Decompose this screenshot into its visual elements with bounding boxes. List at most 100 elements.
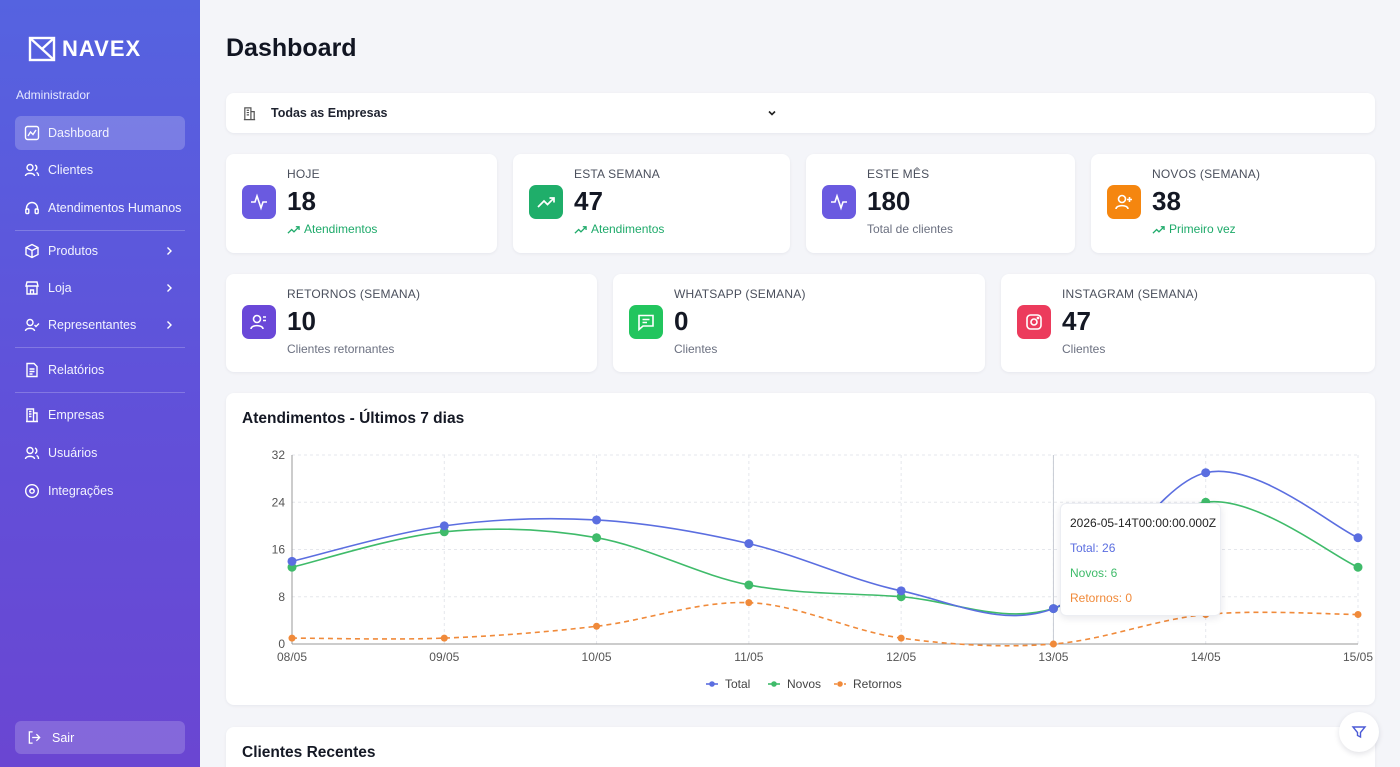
recent-clients-card: Clientes Recentes xyxy=(226,727,1375,767)
stat-icon-box xyxy=(242,185,276,219)
sidebar-item-representantes[interactable]: Representantes xyxy=(15,308,185,342)
stat-label: HOJE xyxy=(287,167,320,181)
instagram-icon xyxy=(1026,314,1042,330)
y-tick-label: 0 xyxy=(278,637,285,651)
sidebar-item-label: Integrações xyxy=(48,484,114,498)
trending-up-icon xyxy=(574,225,587,234)
stat-card-esta-semana: ESTA SEMANA 47 Atendimentos xyxy=(513,154,790,253)
data-point-total xyxy=(592,515,602,525)
stat-sub: Atendimentos xyxy=(574,222,664,236)
stat-label: ESTE MÊS xyxy=(867,167,930,181)
stat-card-retornos-semana: RETORNOS (SEMANA) 10 Clientes retornante… xyxy=(226,274,597,372)
x-tick-label: 14/05 xyxy=(1191,650,1221,664)
box-icon xyxy=(25,243,39,259)
stat-sub: Primeiro vez xyxy=(1152,222,1236,236)
sidebar-item-relatorios[interactable]: Relatórios xyxy=(15,353,185,387)
legend-swatch-dot xyxy=(837,681,843,687)
data-point-retornos xyxy=(897,634,905,642)
headset-icon xyxy=(25,201,39,215)
message-icon xyxy=(638,314,654,332)
sidebar-item-label: Dashboard xyxy=(48,126,110,140)
users-icon xyxy=(250,314,266,330)
sidebar-item-produtos[interactable]: Produtos xyxy=(15,234,185,268)
legend-label: Retornos xyxy=(853,677,902,691)
logout-icon xyxy=(28,731,41,744)
logo-text: NAVEX xyxy=(62,36,142,61)
data-point-novos xyxy=(1353,562,1363,572)
sidebar-item-label: Relatórios xyxy=(48,363,105,377)
sidebar-item-integracoes[interactable]: Integrações xyxy=(15,474,185,508)
tooltip-date: 2026-05-14T00:00:00.000Z xyxy=(1070,516,1217,530)
stat-sub-text: Clientes retornantes xyxy=(287,342,395,356)
x-tick-label: 10/05 xyxy=(582,650,612,664)
stat-icon-box xyxy=(822,185,856,219)
sidebar-item-loja[interactable]: Loja xyxy=(15,271,185,305)
building-icon xyxy=(243,107,256,121)
sidebar-divider xyxy=(15,392,185,393)
data-point-total xyxy=(896,586,906,596)
sidebar-item-atendimentos-humanos[interactable]: Atendimentos Humanos xyxy=(15,191,185,225)
tooltip-retornos: Retornos: 0 xyxy=(1070,591,1133,605)
filter-icon xyxy=(1351,726,1367,739)
sidebar-item-clientes[interactable]: Clientes xyxy=(15,153,185,187)
activity-icon xyxy=(831,193,847,211)
user-check-icon xyxy=(24,318,40,332)
sidebar-item-label: Clientes xyxy=(48,163,94,177)
floating-action-button[interactable] xyxy=(1339,712,1379,752)
chevron-right-icon xyxy=(167,321,172,329)
stat-label: WHATSAPP (SEMANA) xyxy=(674,287,806,301)
stat-card-whatsapp-semana: WHATSAPP (SEMANA) 0 Clientes xyxy=(613,274,985,372)
navex-logo-icon xyxy=(28,36,56,62)
legend-swatch-dot xyxy=(709,681,715,687)
y-tick-label: 16 xyxy=(272,543,286,557)
store-icon xyxy=(25,281,39,295)
stat-value: 180 xyxy=(867,186,911,216)
company-filter-value: Todas as Empresas xyxy=(271,106,388,120)
sidebar: NAVEX Administrador Dashboard Clientes A… xyxy=(0,0,200,767)
stat-sub: Clientes retornantes xyxy=(287,342,394,356)
stat-value: 47 xyxy=(574,186,603,216)
stat-sub: Atendimentos xyxy=(287,222,377,236)
data-point-total xyxy=(439,521,449,531)
stat-value: 18 xyxy=(287,186,316,216)
chart-title: Atendimentos - Últimos 7 dias xyxy=(242,410,465,427)
chevron-right-icon xyxy=(167,247,172,255)
stat-card-hoje: HOJE 18 Atendimentos xyxy=(226,154,497,253)
stat-sub-text: Clientes xyxy=(674,342,718,356)
legend-label: Novos xyxy=(787,677,821,691)
stat-label: ESTA SEMANA xyxy=(574,167,661,181)
stat-label: NOVOS (SEMANA) xyxy=(1152,167,1261,181)
users-icon xyxy=(24,163,40,177)
logo[interactable]: NAVEX xyxy=(28,36,141,62)
stat-sub-text: Atendimentos xyxy=(304,222,378,236)
stat-value: 38 xyxy=(1152,186,1181,216)
x-tick-label: 12/05 xyxy=(886,650,916,664)
company-filter-select[interactable]: Todas as Empresas xyxy=(226,93,1375,133)
chart-tooltip: 2026-05-14T00:00:00.000Z Total: 26 Novos… xyxy=(1060,503,1221,616)
stat-label: INSTAGRAM (SEMANA) xyxy=(1062,287,1199,301)
x-tick-label: 11/05 xyxy=(734,650,763,664)
y-tick-label: 24 xyxy=(272,495,286,509)
recent-clients-title: Clientes Recentes xyxy=(242,744,376,761)
data-point-retornos xyxy=(1049,640,1057,648)
sidebar-item-label: Produtos xyxy=(48,244,99,258)
stat-icon-box xyxy=(529,185,563,219)
data-point-total xyxy=(1201,468,1211,478)
activity-icon xyxy=(251,193,267,211)
stat-icon-box xyxy=(1017,305,1051,339)
page-title: Dashboard xyxy=(226,34,357,62)
link-icon xyxy=(24,483,40,499)
logout-button[interactable]: Sair xyxy=(15,721,185,754)
series-line-total xyxy=(291,470,1359,617)
data-point-retornos xyxy=(593,622,601,630)
data-point-retornos xyxy=(745,599,753,607)
sidebar-item-dashboard[interactable]: Dashboard xyxy=(15,116,185,150)
stat-sub-text: Total de clientes xyxy=(867,222,954,236)
chevron-right-icon xyxy=(167,284,172,292)
stat-value: 10 xyxy=(287,306,316,336)
sidebar-item-empresas[interactable]: Empresas xyxy=(15,398,185,432)
data-point-total xyxy=(1353,533,1363,543)
sidebar-item-usuarios[interactable]: Usuários xyxy=(15,436,185,470)
stat-icon-box xyxy=(629,305,663,339)
sidebar-divider xyxy=(15,230,185,231)
